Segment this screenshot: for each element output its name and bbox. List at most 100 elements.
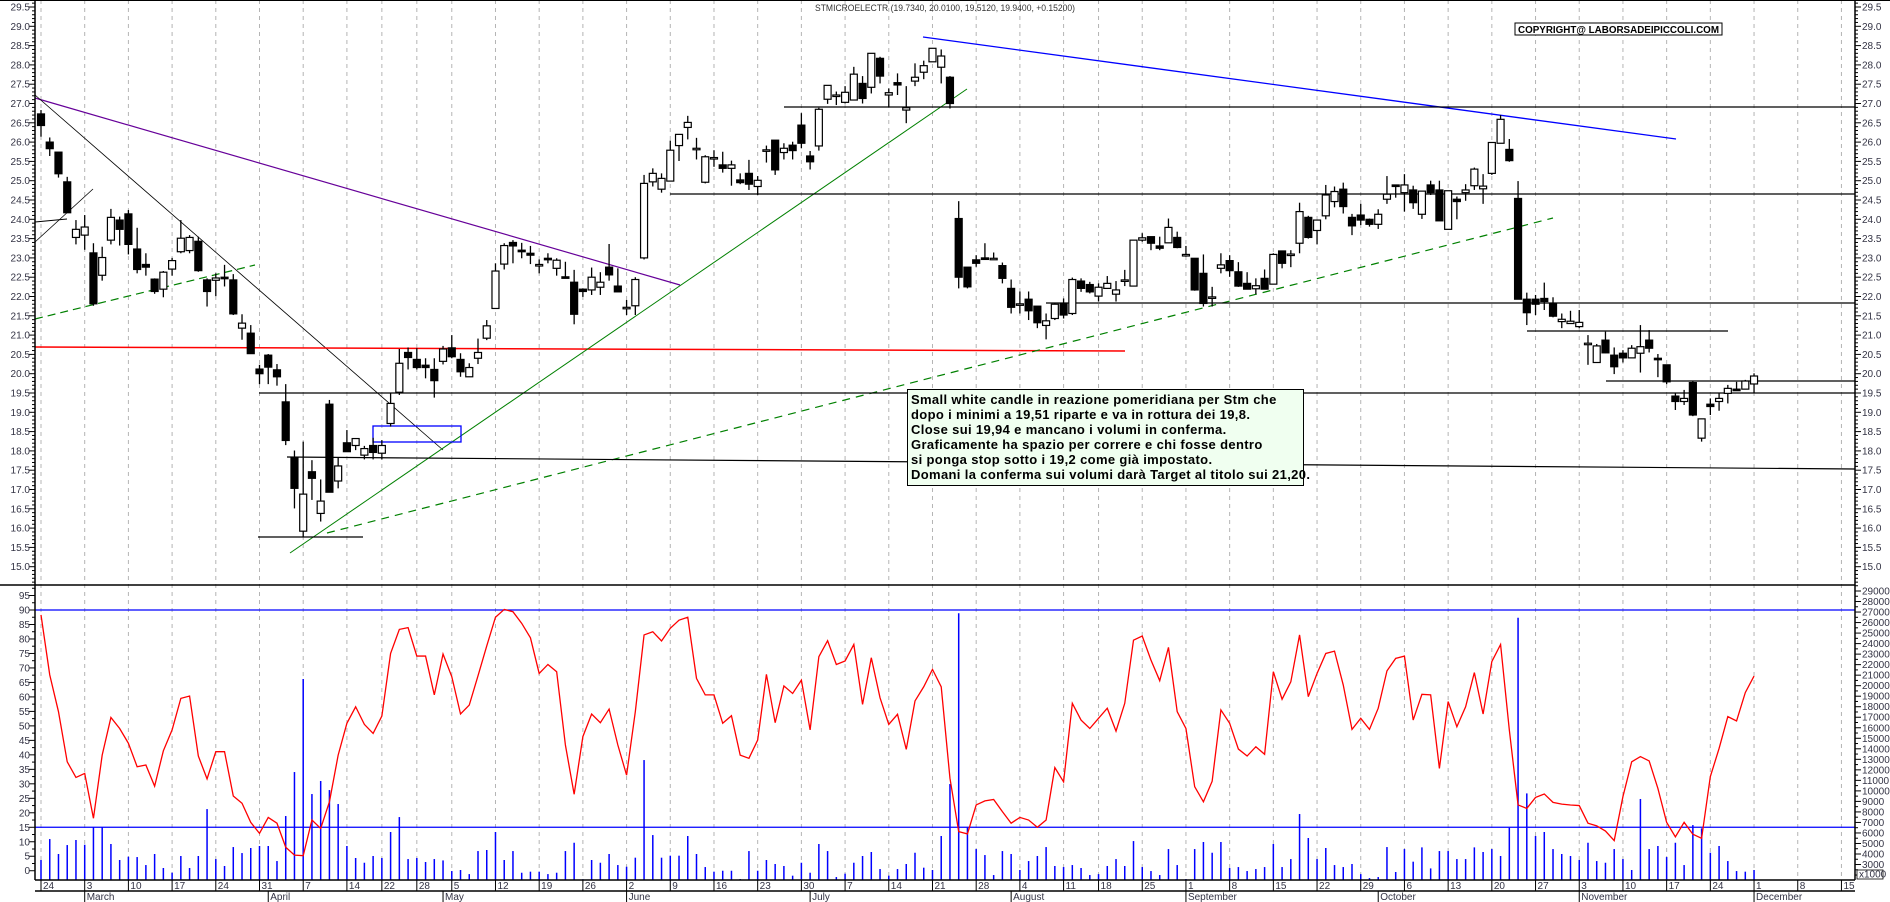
candle-up <box>1575 310 1584 329</box>
candle-up <box>1461 184 1470 201</box>
candle-body <box>325 403 334 493</box>
candle-body <box>465 366 474 378</box>
candle-down <box>194 236 203 272</box>
candle-body <box>762 149 771 152</box>
candle-body <box>1741 380 1750 390</box>
candle-body <box>1653 357 1663 361</box>
candlestick-series <box>36 47 1759 537</box>
candle-body <box>1749 375 1759 385</box>
candle-down <box>342 430 351 453</box>
candle-body <box>1068 278 1077 315</box>
candle-body <box>902 107 911 111</box>
candle-body <box>237 322 247 329</box>
candle-down <box>963 266 972 289</box>
candle-body <box>229 279 238 315</box>
x-day-label: 17 <box>174 881 186 892</box>
candle-down <box>1505 139 1514 162</box>
candle-body <box>1732 388 1741 392</box>
oscillator-series <box>40 608 1755 857</box>
candle-up <box>701 155 710 184</box>
candle-body <box>89 252 98 305</box>
candle-up <box>1321 184 1330 220</box>
candle-body <box>1610 354 1619 368</box>
price-axis-label-left: 29.0 <box>11 22 31 33</box>
candle-body <box>1304 216 1313 239</box>
x-day-label: 10 <box>1625 881 1637 892</box>
candle-up <box>386 393 395 427</box>
candle-body <box>867 52 876 88</box>
candle-body <box>526 252 535 256</box>
candle-down <box>1059 298 1068 319</box>
candle-body <box>159 271 168 290</box>
candle-body <box>1347 216 1357 227</box>
candle-body <box>377 444 386 454</box>
candle-body <box>351 437 360 447</box>
candle-down <box>543 253 553 264</box>
volume-axis-label: 24000 <box>1862 639 1890 650</box>
candle-down <box>1277 250 1287 269</box>
oscillator-axis-label: 0 <box>24 866 30 877</box>
oscillator-axis-label: 15 <box>19 823 31 834</box>
candle-up <box>1417 190 1427 219</box>
price-axis-label-right: 24.5 <box>1862 196 1882 207</box>
x-day-label: 18 <box>1101 881 1113 892</box>
candle-body <box>1496 118 1505 144</box>
candle-body <box>604 266 614 276</box>
candle-body <box>1181 253 1191 257</box>
volume-axis-label: 29000 <box>1862 587 1890 598</box>
candle-up <box>1487 141 1496 175</box>
price-axis-label-left: 21.0 <box>11 331 31 342</box>
volume-axis-label: 6000 <box>1862 828 1885 839</box>
candle-up <box>919 60 928 80</box>
candle-body <box>1129 239 1138 287</box>
candle-up <box>910 63 920 87</box>
price-axis-label-right: 28.5 <box>1862 41 1882 52</box>
candle-body <box>692 147 701 151</box>
candle-body <box>1260 277 1269 290</box>
candle-down <box>447 335 456 359</box>
price-axis-label-left: 18.0 <box>11 446 31 457</box>
x-day-label: 31 <box>262 881 274 892</box>
candle-body <box>1566 320 1575 325</box>
candle-body <box>430 368 439 382</box>
candle-body <box>412 358 421 369</box>
candle-down <box>290 450 299 509</box>
candle-body <box>701 156 710 183</box>
candle-down <box>1653 354 1663 378</box>
candle-body <box>1216 264 1226 269</box>
x-day-label: 12 <box>497 881 509 892</box>
candle-body <box>954 217 963 278</box>
price-axis-label-left: 18.5 <box>11 427 31 438</box>
candle-down <box>1706 398 1715 416</box>
x-day-label: 3 <box>1581 881 1587 892</box>
candle-up <box>692 137 701 160</box>
x-day-label: 22 <box>1319 881 1331 892</box>
candle-up <box>596 272 605 295</box>
candle-body <box>246 332 255 355</box>
x-day-label: 9 <box>672 881 678 892</box>
candle-down <box>893 73 902 96</box>
candle-down <box>858 76 867 104</box>
candle-body <box>613 285 622 293</box>
x-day-label: 3 <box>87 881 93 892</box>
price-axis-label-left: 20.0 <box>11 369 31 380</box>
blue-downtrend-line <box>922 36 1677 140</box>
candle-down <box>604 244 614 281</box>
candle-body <box>1382 193 1392 200</box>
candle-down <box>1347 213 1357 236</box>
candle-body <box>1627 347 1636 359</box>
annotation-line: Close sui 19,94 e mancano i volumi in co… <box>911 422 1227 437</box>
x-day-label: 22 <box>384 881 396 892</box>
candle-body <box>1426 184 1435 194</box>
copyright-box <box>1514 22 1723 36</box>
oscillator-axis-label: 75 <box>19 649 31 660</box>
candle-down <box>578 288 587 297</box>
volume-axis-label: 22000 <box>1862 660 1890 671</box>
oscillator-axis-label: 45 <box>19 736 31 747</box>
candle-up <box>1164 218 1173 244</box>
candle-body <box>1155 245 1164 249</box>
candle-body <box>1225 260 1234 272</box>
annotation-line: Graficamente ha spazio per correre e chi… <box>911 437 1263 452</box>
price-axis-label-left: 23.5 <box>11 234 31 245</box>
candle-body <box>307 471 317 479</box>
